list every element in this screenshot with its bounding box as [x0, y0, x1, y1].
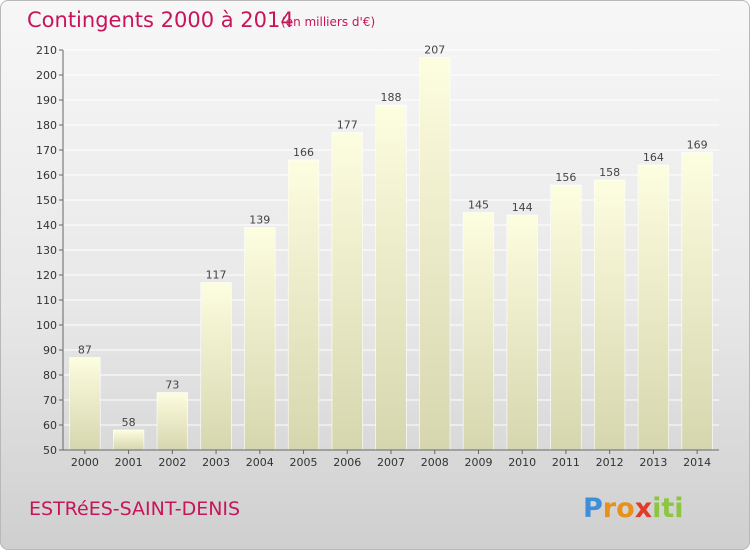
- data-label: 145: [468, 199, 489, 212]
- data-label: 58: [122, 416, 136, 429]
- x-tick-label: 2009: [464, 456, 492, 469]
- data-label: 144: [512, 201, 533, 214]
- commune-name: ESTRéES-SAINT-DENIS: [29, 498, 240, 520]
- logo-letter: t: [661, 493, 674, 524]
- logo-letter: i: [674, 493, 683, 524]
- y-tick-label: 80: [43, 369, 57, 382]
- x-tick-label: 2006: [333, 456, 361, 469]
- y-tick-label: 60: [43, 419, 57, 432]
- x-tick-label: 2011: [552, 456, 580, 469]
- bars: [69, 57, 713, 451]
- proxiti-logo: Proxiti: [583, 493, 684, 524]
- bar-2011: [550, 184, 582, 451]
- bar-2012: [594, 179, 626, 451]
- bar-2004: [244, 227, 276, 451]
- data-label: 177: [337, 119, 358, 132]
- y-tick-label: 200: [36, 69, 57, 82]
- chart-title: Contingents 2000 à 2014: [27, 8, 294, 32]
- logo-letter: o: [616, 493, 635, 524]
- logo-letter: x: [635, 493, 652, 524]
- bar-2000: [69, 357, 101, 451]
- y-tick-label: 150: [36, 194, 57, 207]
- y-tick-label: 170: [36, 144, 57, 157]
- x-tick-label: 2002: [158, 456, 186, 469]
- value-labels: 87 58 73 117 139 166 177 188 207 145 144 156 158 164 1…: [78, 44, 708, 430]
- bar-2007: [375, 104, 407, 451]
- chart-unit: (en milliers d'€): [281, 15, 375, 29]
- data-label: 156: [555, 171, 576, 184]
- x-tick-label: 2001: [115, 456, 143, 469]
- y-tick-label: 110: [36, 294, 57, 307]
- x-axis-ticks: 2000 2001 2002 2003 2004 2005 2006 2007 2008 2009…: [71, 450, 711, 469]
- bar-2002: [156, 392, 188, 451]
- y-tick-label: 50: [43, 444, 57, 457]
- x-tick-label: 2005: [290, 456, 318, 469]
- data-label: 158: [599, 166, 620, 179]
- x-tick-label: 2010: [508, 456, 536, 469]
- y-tick-label: 70: [43, 394, 57, 407]
- y-tick-label: 160: [36, 169, 57, 182]
- x-tick-label: 2013: [639, 456, 667, 469]
- data-label: 207: [424, 44, 445, 57]
- bar-2010: [506, 214, 538, 451]
- bar-2009: [462, 212, 495, 451]
- data-label: 188: [381, 91, 402, 104]
- data-label: 117: [206, 269, 227, 282]
- x-tick-label: 2012: [596, 456, 624, 469]
- x-tick-label: 2004: [246, 456, 274, 469]
- data-label: 87: [78, 344, 92, 357]
- logo-letter: i: [652, 493, 661, 524]
- x-tick-label: 2008: [421, 456, 449, 469]
- y-tick-label: 210: [36, 44, 57, 57]
- bar-2014: [681, 152, 713, 451]
- y-tick-label: 140: [36, 219, 57, 232]
- bar-2005: [287, 159, 320, 451]
- logo-letter: r: [603, 493, 617, 524]
- logo-letter: P: [583, 493, 603, 524]
- y-axis-ticks: 50 60 70 80 90 100 110 120 130 140 150 160 170 180 190…: [36, 44, 719, 457]
- data-label: 73: [165, 379, 179, 392]
- data-label: 169: [687, 139, 708, 152]
- bar-2003: [200, 282, 232, 451]
- bar-2013: [637, 164, 670, 451]
- y-tick-label: 100: [36, 319, 57, 332]
- data-label: 164: [643, 151, 664, 164]
- y-tick-label: 90: [43, 344, 57, 357]
- bar-2001: [112, 429, 145, 451]
- bar-2006: [331, 132, 363, 451]
- data-label: 139: [249, 214, 270, 227]
- data-label: 166: [293, 146, 314, 159]
- bar-2008: [419, 57, 451, 451]
- x-tick-label: 2007: [377, 456, 405, 469]
- x-tick-label: 2003: [202, 456, 230, 469]
- x-tick-label: 2014: [683, 456, 711, 469]
- y-tick-label: 130: [36, 244, 57, 257]
- x-tick-label: 2000: [71, 456, 99, 469]
- y-tick-label: 120: [36, 269, 57, 282]
- y-tick-label: 190: [36, 94, 57, 107]
- y-tick-label: 180: [36, 119, 57, 132]
